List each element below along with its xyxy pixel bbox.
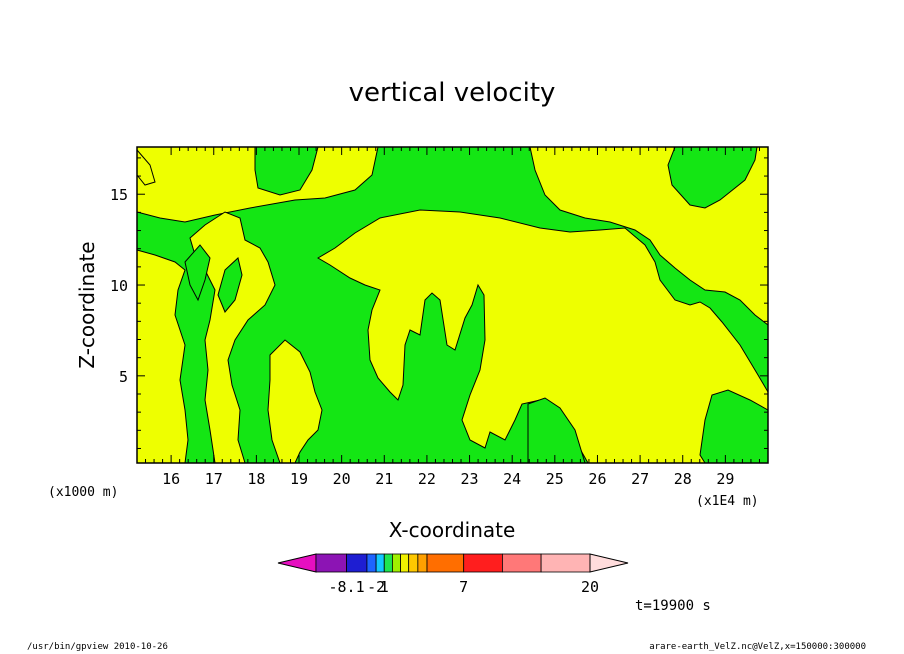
yellow-region-column-b bbox=[267, 339, 323, 464]
yellow-regions bbox=[136, 146, 769, 464]
y-tick-label: 15 bbox=[110, 186, 128, 204]
colorbar-swatch bbox=[375, 553, 385, 573]
x-tick-label: 21 bbox=[375, 470, 393, 488]
x-tick-label: 28 bbox=[674, 470, 692, 488]
yellow-region-center bbox=[317, 209, 769, 464]
colorbar-swatch bbox=[502, 553, 542, 573]
colorbar-label: 7 bbox=[459, 578, 468, 596]
colorbar-swatch bbox=[400, 553, 410, 573]
x-tick-label: 17 bbox=[205, 470, 223, 488]
colorbar-swatch bbox=[366, 553, 377, 573]
colorbar-swatch bbox=[408, 553, 419, 573]
yellow-region-column-a bbox=[189, 211, 276, 464]
x-tick-label: 18 bbox=[247, 470, 265, 488]
colorbar: -8.1 -21 7 20 bbox=[277, 553, 629, 596]
y-axis-label: Z-coordinate bbox=[75, 241, 99, 368]
colorbar-swatch bbox=[426, 553, 465, 573]
colorbar-label: 20 bbox=[581, 578, 599, 596]
colorbar-label: -8.1 bbox=[328, 578, 364, 596]
colorbar-label: 1 bbox=[380, 578, 389, 596]
yellow-region-left bbox=[136, 249, 189, 464]
y-unit-label: (x1000 m) bbox=[48, 485, 118, 500]
footer-right: arare-earth_VelZ.nc@VelZ,x=150000:300000 bbox=[649, 642, 866, 652]
footer-left: /usr/bin/gpview 2010-10-26 bbox=[27, 642, 168, 652]
x-tick-label: 24 bbox=[503, 470, 521, 488]
x-tick-label: 16 bbox=[162, 470, 180, 488]
x-tick-label: 29 bbox=[716, 470, 734, 488]
x-tick-label: 20 bbox=[333, 470, 351, 488]
colorbar-label: -2 bbox=[367, 578, 385, 596]
contour-plot bbox=[136, 146, 769, 464]
colorbar-swatch bbox=[346, 553, 368, 573]
time-label: t=19900 s bbox=[635, 598, 711, 614]
x-tick-label: 26 bbox=[588, 470, 606, 488]
x-tick-label: 22 bbox=[418, 470, 436, 488]
x-tick-label: 27 bbox=[631, 470, 649, 488]
colorbar-swatch bbox=[391, 553, 401, 573]
colorbar-swatch bbox=[417, 553, 428, 573]
green-island-b bbox=[217, 257, 243, 313]
chart-title: vertical velocity bbox=[349, 78, 556, 108]
colorbar-max-arrow bbox=[589, 553, 629, 573]
x-tick-label: 23 bbox=[461, 470, 479, 488]
colorbar-swatch bbox=[383, 553, 393, 573]
colorbar-swatch bbox=[463, 553, 503, 573]
y-axis-ticks: 5 10 15 bbox=[110, 157, 768, 449]
y-tick-label: 10 bbox=[110, 277, 128, 295]
colorbar-swatch bbox=[540, 553, 591, 573]
colorbar-min-arrow bbox=[277, 553, 317, 573]
x-tick-label: 19 bbox=[290, 470, 308, 488]
x-axis-ticks: 16 17 18 19 20 21 22 23 24 25 26 27 28 29 bbox=[145, 147, 760, 488]
y-tick-label: 5 bbox=[119, 368, 128, 386]
x-tick-label: 25 bbox=[546, 470, 564, 488]
x-axis-label: X-coordinate bbox=[389, 518, 516, 542]
green-island-a bbox=[184, 244, 211, 302]
x-unit-label: (x1E4 m) bbox=[696, 494, 759, 509]
yellow-region-top-right bbox=[529, 146, 769, 327]
colorbar-swatch bbox=[315, 553, 347, 573]
